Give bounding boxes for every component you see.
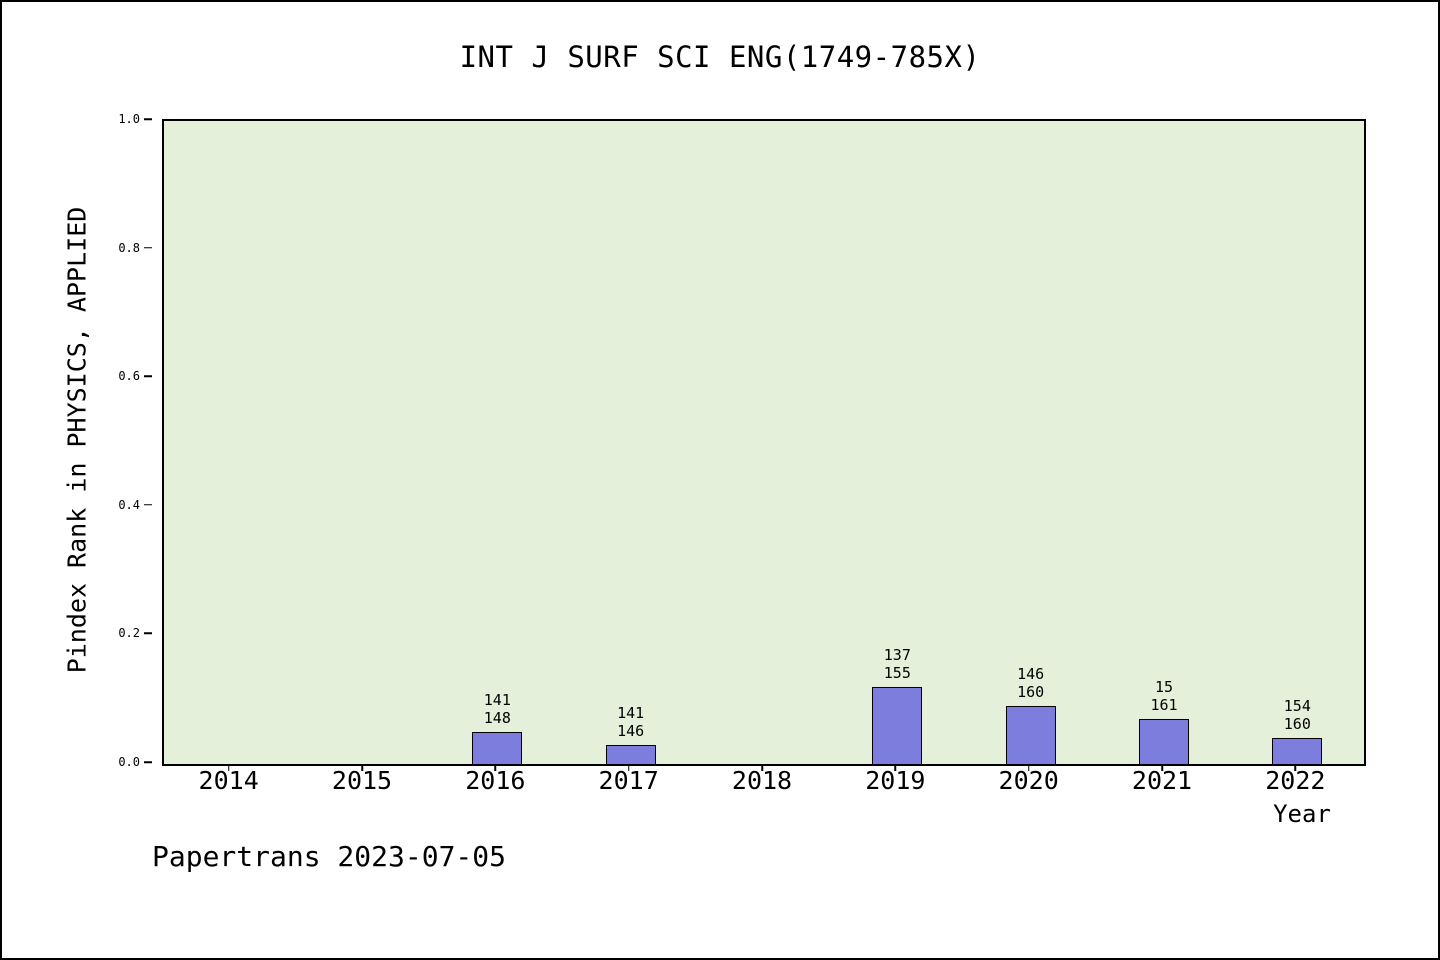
bar-2019 [872,686,923,764]
footer-text: Papertrans 2023-07-05 [152,840,507,873]
bar-annotation-2016: 141 148 [483,690,511,727]
y-tick-mark [144,246,152,249]
y-tick-label: 0.0 [118,755,140,769]
y-tick-mark [144,632,152,635]
x-tick-mark [1027,764,1030,771]
y-axis-label: Pindex Rank in PHYSICS, APPLIED [62,206,92,674]
x-tick-mark [1294,764,1297,771]
x-tick-mark [627,764,630,771]
bar-2017 [605,744,656,764]
x-tick-mark [761,764,763,771]
x-tick-mark [361,764,363,771]
y-tick-label: 0.2 [118,626,140,641]
bar-annotation-2019: 137 155 [883,645,911,682]
x-tick-mark [894,764,897,771]
bar-2021 [1139,719,1189,764]
y-tick-label: 0.6 [118,369,140,384]
y-axis-ticks: 0.0 0.2 0.4 0.6 0.8 1.0 [92,112,152,769]
x-axis-ticks: 2014 2015 2016 2017 2018 2019 2020 2021 2022 [162,764,1362,812]
y-tick-mark [144,504,152,506]
y-tick-label: 1.0 [118,112,140,126]
bar-2020 [1005,706,1056,764]
x-axis-label: Year [1273,800,1331,828]
x-tick-mark [227,764,230,771]
y-tick-mark [144,375,152,377]
bar-2022 [1272,738,1323,764]
y-tick-label: 0.4 [118,497,140,512]
plot-area: 141 148 141 146 137 155 146 160 15 161 154 16… [162,119,1366,766]
bar-annotation-2021: 15 161 [1150,678,1178,714]
bar-annotation-2022: 154 160 [1283,697,1311,734]
y-tick-mark [144,761,152,763]
y-tick-label: 0.8 [118,240,140,255]
bar-2016 [472,731,523,764]
x-tick-mark [1161,764,1163,771]
bar-annotation-2017: 141 146 [617,703,645,740]
chart-title: INT J SURF SCI ENG(1749-785X) [459,40,981,74]
y-tick-mark [144,118,152,120]
x-tick-mark [494,764,497,771]
bar-annotation-2020: 146 160 [1017,665,1045,702]
